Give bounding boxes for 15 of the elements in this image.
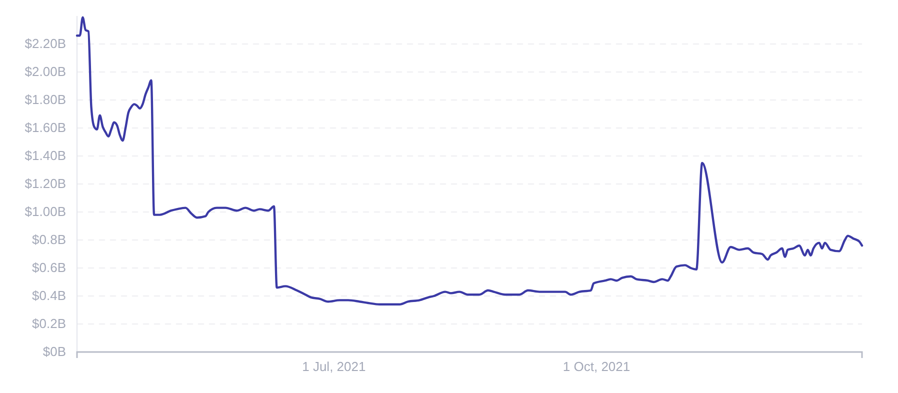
- y-tick-label: $0.2B: [32, 316, 66, 332]
- y-tick-label: $2.00B: [24, 64, 66, 80]
- line-series: [76, 16, 864, 306]
- y-tick-label: $0B: [42, 344, 66, 360]
- y-tick-label: $1.80B: [24, 92, 66, 108]
- y-tick-label: $1.60B: [24, 120, 66, 136]
- x-tick-label: 1 Jul, 2021: [302, 359, 366, 374]
- y-tick-label: $1.40B: [24, 148, 66, 164]
- y-tick-label: $0.4B: [32, 288, 66, 304]
- y-tick-label: $0.8B: [32, 232, 66, 248]
- y-tick-label: $2.20B: [24, 36, 66, 52]
- y-tick-label: $1.20B: [24, 176, 66, 192]
- y-tick-label: $0.6B: [32, 260, 66, 276]
- y-tick-label: $1.00B: [24, 204, 66, 220]
- x-tick-label: 1 Oct, 2021: [562, 359, 630, 374]
